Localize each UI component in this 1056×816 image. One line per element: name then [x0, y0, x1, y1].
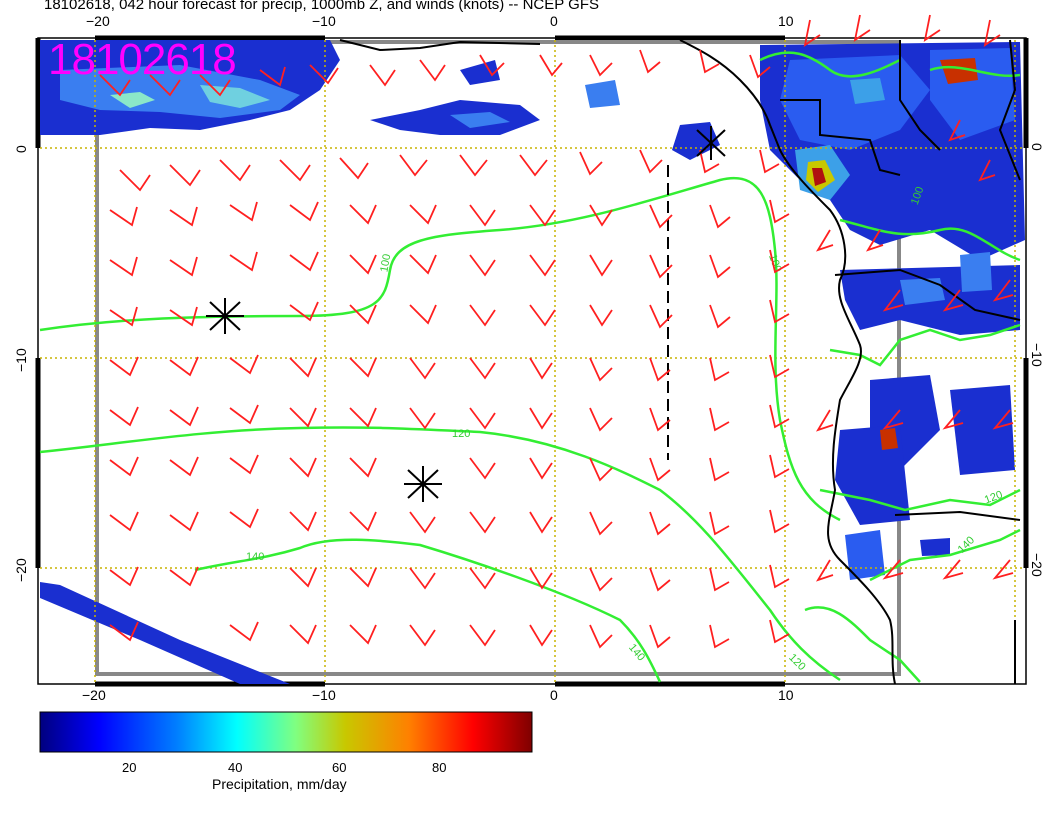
pressure-marker: [404, 466, 442, 502]
colorbar-tick: 60: [332, 760, 347, 775]
x-tick-top: −20: [86, 13, 110, 29]
x-tick-bottom: 10: [778, 687, 794, 703]
y-tick-left: −20: [13, 558, 29, 582]
pressure-marker: [696, 126, 726, 160]
x-tick-top: 10: [778, 13, 794, 29]
svg-text:120: 120: [452, 428, 470, 440]
height-contours: [39, 51, 1021, 683]
svg-text:100: 100: [378, 253, 393, 273]
precip-shading: [40, 40, 1025, 684]
wind-barbs: [99, 14, 1014, 649]
y-tick-right: 0: [1029, 143, 1045, 151]
svg-text:140: 140: [626, 642, 647, 664]
colorbar-label: Precipitation, mm/day: [212, 776, 347, 792]
y-tick-left: 0: [13, 145, 29, 153]
pressure-center-markers: [206, 126, 726, 502]
x-tick-bottom: 0: [550, 687, 558, 703]
pressure-marker: [206, 298, 244, 334]
colorbar-tick: 40: [228, 760, 243, 775]
date-stamp: 18102618: [48, 35, 237, 84]
colorbar-tick: 20: [122, 760, 137, 775]
axis-labels: −20 −10 0 10 −20 −10 0 10 0 −10 −20 0 −1…: [13, 13, 1045, 703]
x-tick-top: 0: [550, 13, 558, 29]
svg-text:120: 120: [983, 489, 1004, 507]
x-tick-bottom: −20: [82, 687, 106, 703]
x-tick-bottom: −10: [312, 687, 336, 703]
y-tick-right: −20: [1029, 553, 1045, 577]
y-tick-right: −10: [1029, 343, 1045, 367]
colorbar: [39, 711, 533, 753]
svg-text:120: 120: [786, 652, 807, 673]
svg-text:100: 100: [766, 253, 784, 274]
svg-text:140: 140: [246, 551, 264, 563]
colorbar-tick: 80: [432, 760, 447, 775]
svg-text:100: 100: [909, 185, 927, 206]
map-title: 18102618, 042 hour forecast for precip, …: [44, 0, 599, 13]
x-tick-top: −10: [312, 13, 336, 29]
coastlines: [339, 39, 1021, 685]
y-tick-left: −10: [13, 348, 29, 372]
